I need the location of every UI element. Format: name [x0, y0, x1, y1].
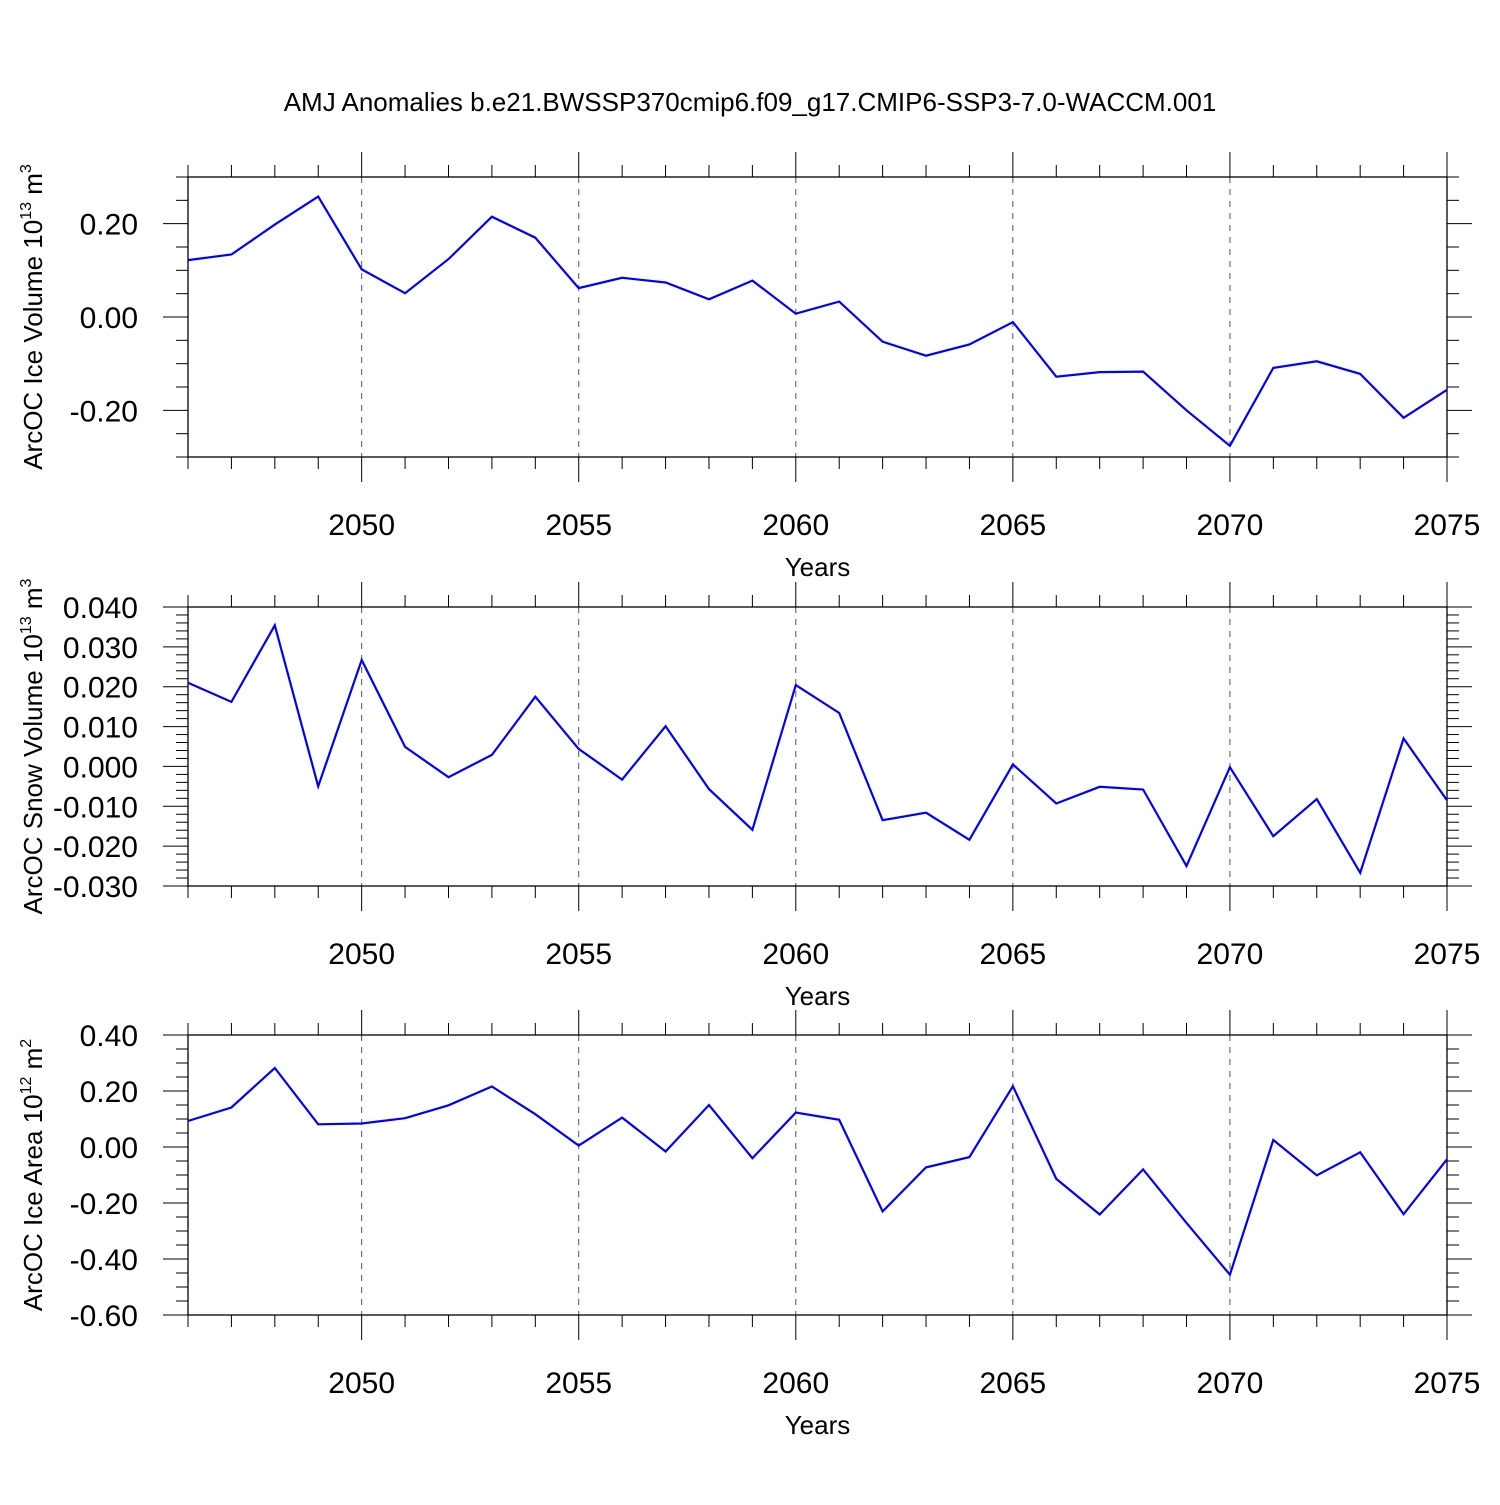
- y-tick-label: -0.40: [70, 1244, 138, 1277]
- x-tick-label: 2060: [762, 1367, 829, 1400]
- chart-panel-3: -0.60 -0.40 -0.20 0.00 0.20 0.40 2050 2055 2060 2…: [18, 1010, 1480, 1440]
- x-tick-label: 2060: [762, 938, 829, 971]
- y-tick-label: 0.40: [80, 1020, 138, 1053]
- x-axis-title: Years: [785, 552, 851, 582]
- y-tick-label: 0.010: [63, 712, 138, 745]
- x-tick-label: 2070: [1197, 509, 1264, 542]
- y-tick-label: -0.20: [70, 395, 138, 428]
- x-tick-label: 2070: [1197, 1367, 1264, 1400]
- series-line: [187, 622, 1448, 876]
- x-tick-label: 2075: [1414, 1367, 1481, 1400]
- y-tick-label: 0.00: [80, 302, 138, 335]
- chart-panels: -0.20 0.00 0.20 2050 2055 2060 2065 2070 2075 Yea…: [18, 152, 1480, 1440]
- y-axis-title: ArcOC Ice Area 1012 m2: [18, 1039, 48, 1311]
- x-tick-label: 2050: [328, 1367, 395, 1400]
- x-tick-label: 2055: [545, 1367, 612, 1400]
- x-tick-label: 2065: [979, 938, 1046, 971]
- y-tick-label: 0.20: [80, 1076, 138, 1109]
- y-tick-label: -0.030: [53, 871, 138, 904]
- chart-panel-1: -0.20 0.00 0.20 2050 2055 2060 2065 2070 2075 Yea…: [18, 152, 1480, 582]
- x-tick-label: 2055: [545, 509, 612, 542]
- figure-title: AMJ Anomalies b.e21.BWSSP370cmip6.f09_g1…: [284, 87, 1217, 117]
- y-tick-label: 0.00: [80, 1132, 138, 1165]
- y-tick-label: -0.60: [70, 1300, 138, 1333]
- x-tick-label: 2055: [545, 938, 612, 971]
- y-tick-label: 0.20: [80, 209, 138, 242]
- y-tick-label: 0.040: [63, 592, 138, 625]
- y-tick-label: 0.020: [63, 672, 138, 705]
- x-tick-label: 2050: [328, 509, 395, 542]
- x-tick-label: 2065: [979, 509, 1046, 542]
- plot-frame: [187, 606, 1448, 887]
- x-tick-label: 2050: [328, 938, 395, 971]
- x-axis-title: Years: [785, 981, 851, 1011]
- y-tick-label: 0.000: [63, 751, 138, 784]
- x-tick-label: 2070: [1197, 938, 1264, 971]
- series-line: [187, 195, 1448, 448]
- x-tick-label: 2065: [979, 1367, 1046, 1400]
- chart-panel-2: -0.030 -0.020 -0.010 0.000 0.010 0.020 0.030 0.…: [18, 578, 1480, 1011]
- y-tick-label: -0.020: [53, 831, 138, 864]
- plot-frame: [187, 176, 1448, 458]
- y-tick-label: -0.010: [53, 791, 138, 824]
- y-tick-label: -0.20: [70, 1188, 138, 1221]
- x-tick-label: 2075: [1414, 509, 1481, 542]
- y-axis-title: ArcOC Ice Volume 1013 m3: [18, 164, 48, 470]
- x-axis-title: Years: [785, 1410, 851, 1440]
- y-axis-title: ArcOC Snow Volume 1013 m3: [18, 578, 48, 914]
- y-tick-label: 0.030: [63, 632, 138, 665]
- x-tick-label: 2060: [762, 509, 829, 542]
- plot-frame: [187, 1034, 1448, 1316]
- series-line: [187, 1066, 1448, 1277]
- x-tick-label: 2075: [1414, 938, 1481, 971]
